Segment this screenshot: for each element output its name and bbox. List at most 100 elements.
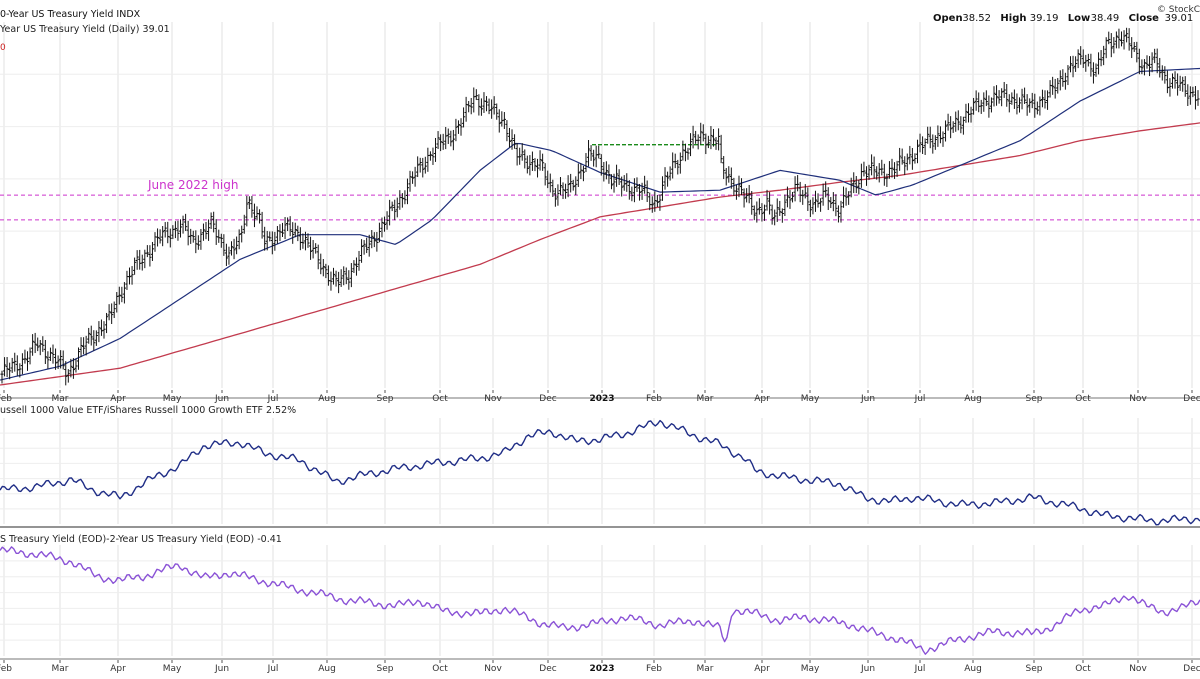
price-bar	[403, 190, 407, 205]
price-bar	[1132, 41, 1136, 52]
price-bar	[813, 190, 818, 212]
price-bar	[920, 136, 925, 154]
price-bar	[709, 126, 713, 150]
price-bar	[240, 225, 244, 243]
price-bar	[841, 186, 846, 208]
price-bar	[622, 175, 626, 191]
price-bar	[161, 226, 165, 247]
price-bar	[479, 98, 484, 116]
price-bar	[706, 135, 710, 149]
price-bar	[617, 169, 621, 185]
price-bar	[979, 99, 983, 114]
main-x-tick-label: Apr	[110, 394, 126, 404]
main-x-tick-label: Sep	[377, 394, 394, 404]
price-bar	[701, 124, 705, 142]
price-bar	[357, 250, 361, 271]
main-x-tick-label: Mar	[52, 394, 69, 404]
bottom-x-tick-label: May	[163, 664, 182, 674]
main-x-tick-label: Feb	[646, 394, 662, 404]
price-bar	[74, 358, 78, 373]
price-bar	[64, 361, 68, 386]
price-bar	[734, 184, 739, 200]
price-bar	[390, 201, 394, 212]
price-bar	[918, 133, 922, 153]
price-bar	[665, 171, 670, 187]
price-bar	[997, 90, 1001, 104]
price-bar	[1079, 46, 1083, 65]
price-bar	[1086, 53, 1090, 67]
bottom-x-tick-label: Aug	[318, 664, 336, 674]
price-bar	[1025, 94, 1029, 116]
price-bar	[0, 370, 4, 384]
price-bar	[33, 332, 37, 354]
price-bar	[722, 156, 726, 180]
spread-panel-label: S Treasury Yield (EOD)-2-Year US Treasur…	[0, 534, 282, 545]
chart-title: 0-Year US Treasury Yield INDX	[0, 9, 141, 20]
price-bar	[599, 154, 603, 176]
price-bar	[1145, 55, 1149, 69]
price-bar	[331, 267, 336, 285]
price-bar	[155, 228, 160, 247]
price-bar	[803, 184, 807, 199]
price-bar	[224, 243, 229, 266]
price-bar	[342, 266, 346, 286]
price-bar	[867, 164, 871, 180]
price-bar	[885, 173, 889, 187]
price-bar	[219, 233, 223, 248]
price-bar	[329, 271, 333, 291]
bottom-x-tick-label: Oct	[432, 664, 448, 674]
price-bar	[716, 128, 721, 151]
price-bar	[1053, 78, 1057, 99]
price-bar	[512, 134, 517, 149]
price-bar	[535, 158, 540, 178]
price-bar	[301, 233, 305, 249]
price-bar	[688, 133, 693, 157]
price-bar	[51, 344, 55, 364]
price-bar	[502, 112, 506, 130]
price-bar	[775, 198, 779, 222]
price-bar	[727, 166, 731, 183]
price-bar	[61, 350, 65, 370]
price-bar	[1191, 86, 1195, 98]
price-bar	[1124, 27, 1129, 43]
price-bar	[875, 166, 879, 180]
price-bar	[574, 176, 578, 196]
price-bar	[829, 197, 833, 209]
price-bar	[1058, 70, 1062, 91]
price-bar	[1007, 94, 1011, 113]
price-bar	[334, 270, 338, 287]
price-bar	[847, 191, 851, 205]
price-bar	[785, 186, 790, 208]
price-bar	[561, 182, 565, 200]
price-bar	[495, 103, 499, 120]
ohlc-open-label: Open	[933, 13, 963, 24]
price-bar	[696, 134, 700, 150]
price-bar	[1155, 48, 1159, 74]
price-bar	[252, 203, 257, 228]
price-bar	[173, 221, 178, 239]
price-bar	[362, 240, 366, 255]
price-bar	[982, 92, 986, 112]
price-bar	[459, 118, 463, 136]
price-bar	[836, 205, 841, 223]
price-bar	[1117, 28, 1121, 49]
price-bar	[250, 195, 254, 218]
price-bar	[56, 355, 60, 370]
ratio-series-layer	[0, 419, 1200, 526]
ohlc-high-label: High	[1000, 13, 1026, 24]
bottom-x-tick-label: 2023	[589, 664, 614, 674]
price-bar	[273, 231, 277, 251]
price-bar	[120, 286, 124, 303]
price-bar	[994, 85, 999, 106]
main-x-tick-label: Aug	[318, 394, 336, 404]
price-bar	[796, 175, 800, 192]
price-bar	[762, 204, 767, 221]
bottom-x-tick-label: Mar	[697, 664, 714, 674]
price-bar	[635, 177, 639, 192]
price-bar	[439, 134, 443, 152]
price-bar	[1094, 63, 1098, 77]
price-bar	[898, 147, 902, 171]
price-bar	[286, 217, 290, 231]
price-bar	[31, 334, 35, 356]
